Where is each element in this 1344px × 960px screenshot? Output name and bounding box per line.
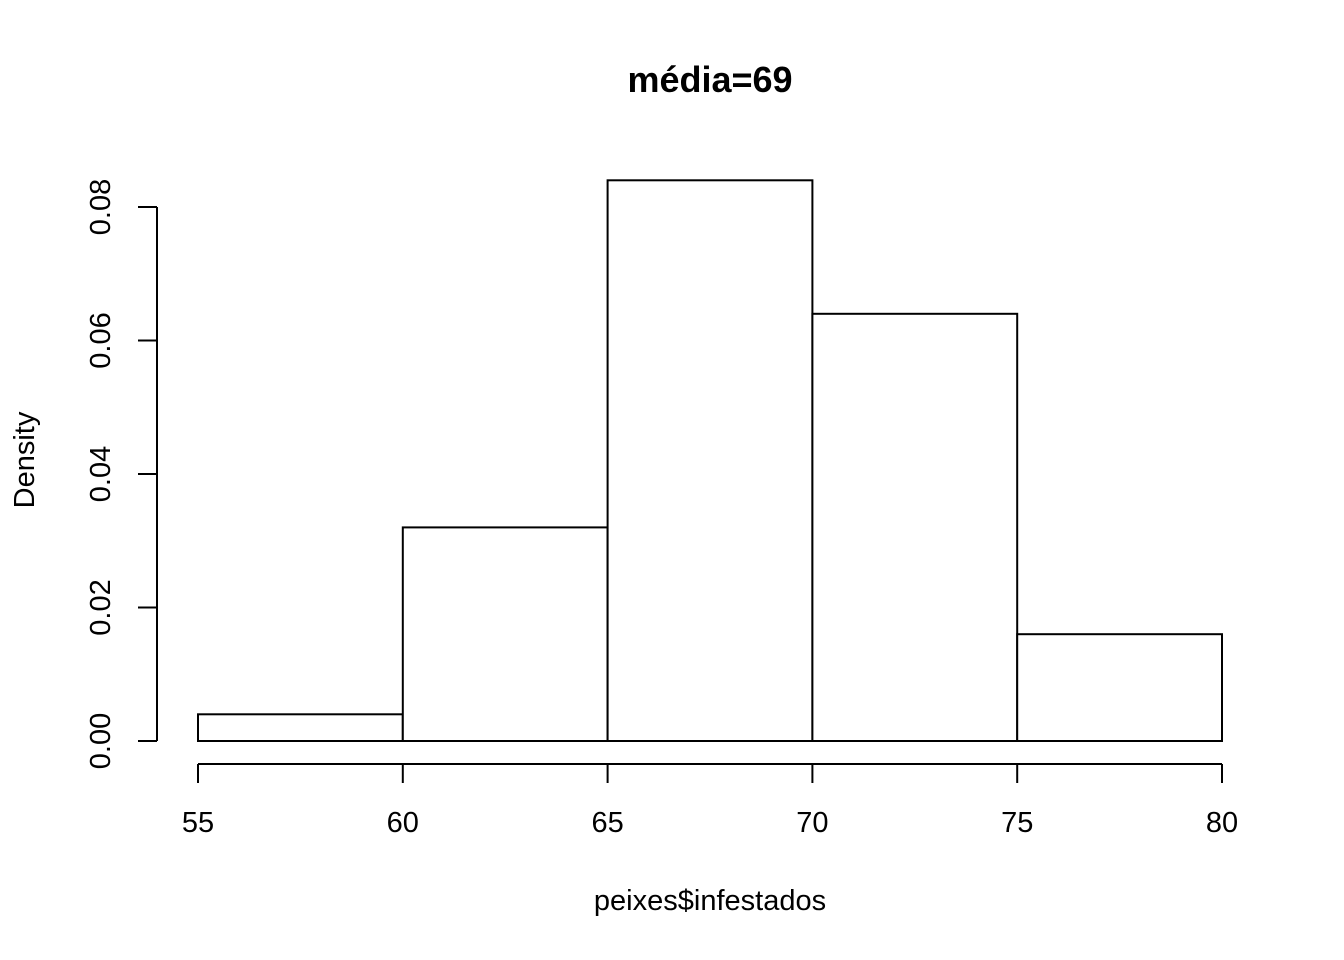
histogram-bars: [197, 179, 1224, 743]
y-tick-label: 0.02: [85, 579, 117, 635]
histogram-bar-4: [811, 312, 1019, 742]
x-tick-label: 75: [1001, 807, 1033, 839]
x-tick-label: 60: [387, 807, 419, 839]
y-tick-label: 0.00: [85, 713, 117, 769]
y-tick-label: 0.04: [85, 446, 117, 502]
x-tick-label: 55: [182, 807, 214, 839]
histogram-bar-2: [401, 526, 609, 743]
x-tick-label: 65: [591, 807, 623, 839]
x-tick-label: 70: [796, 807, 828, 839]
x-axis: 55 60 65 70 75 80: [182, 763, 1238, 839]
y-tick-label: 0.08: [85, 179, 117, 235]
x-tick-label: 80: [1206, 807, 1238, 839]
y-tick-label: 0.06: [85, 312, 117, 368]
histogram-bar-5: [1016, 633, 1224, 743]
y-axis: 0.00 0.02 0.04 0.06 0.08: [85, 179, 158, 769]
chart-title: média=69: [627, 59, 792, 100]
histogram-bar-1: [197, 713, 404, 742]
x-axis-label: peixes$infestados: [594, 885, 826, 917]
y-axis-label: Density: [9, 411, 41, 508]
histogram-bar-3: [606, 179, 814, 743]
